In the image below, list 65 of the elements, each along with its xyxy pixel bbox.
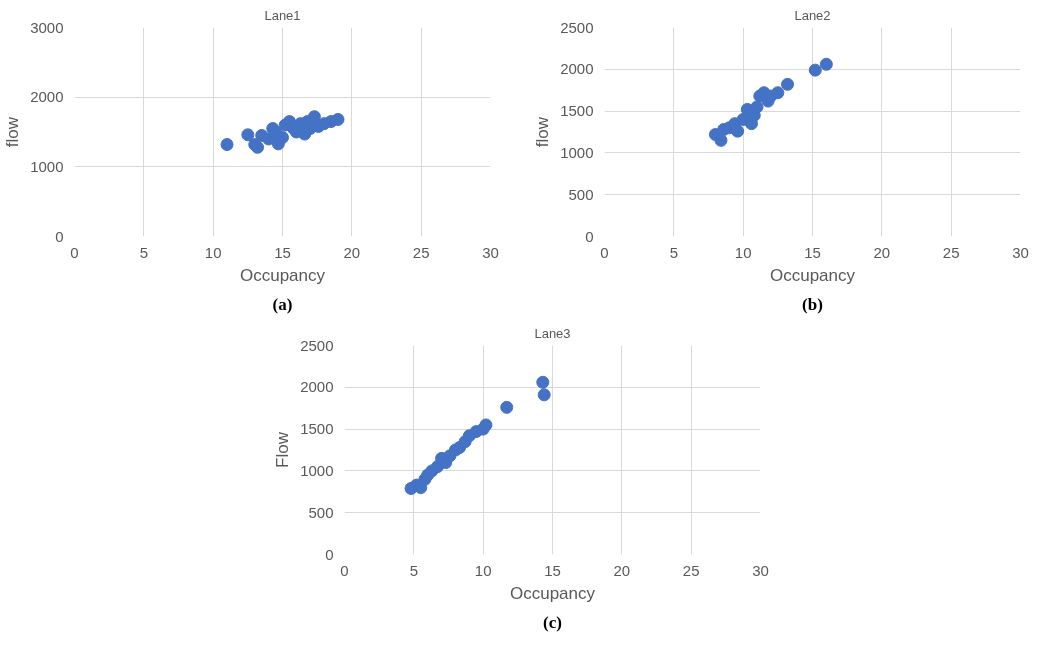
x-tick-label: 0 xyxy=(70,243,79,261)
y-axis-title: flow xyxy=(3,116,23,148)
point xyxy=(500,400,514,414)
x-axis-title: Occupancy xyxy=(769,265,856,285)
y-tick-label: 2000 xyxy=(30,88,64,106)
point xyxy=(331,112,345,126)
x-tick-label: 15 xyxy=(274,243,291,261)
x-tick-label: 10 xyxy=(734,243,752,261)
y-tick-label: 2000 xyxy=(560,60,594,78)
point xyxy=(241,128,255,142)
x-tick-label: 15 xyxy=(804,243,821,261)
x-tick-label: 20 xyxy=(873,243,891,261)
y-tick-label: 1500 xyxy=(300,420,334,438)
y-tick-label: 0 xyxy=(585,227,594,245)
point xyxy=(819,57,833,71)
point xyxy=(731,124,745,138)
chart-title: Lane3 xyxy=(534,325,571,341)
x-tick-label: 10 xyxy=(204,243,222,261)
point xyxy=(714,133,728,147)
x-tick-label: 5 xyxy=(409,561,419,579)
x-tick-label: 0 xyxy=(600,243,609,261)
x-tick-label: 30 xyxy=(752,561,769,579)
y-tick-label: 500 xyxy=(568,185,594,203)
x-tick-label: 30 xyxy=(482,243,499,261)
point xyxy=(536,375,550,389)
y-axis-title: flow xyxy=(533,116,553,148)
point xyxy=(479,418,493,432)
x-axis-title: Occupancy xyxy=(509,583,596,603)
y-tick-label: 2500 xyxy=(560,18,594,36)
x-tick-label: 15 xyxy=(544,561,561,579)
y-tick-label: 500 xyxy=(308,503,334,521)
point xyxy=(537,388,551,402)
x-tick-label: 25 xyxy=(412,243,430,261)
y-axis-title: Flow xyxy=(273,431,293,468)
y-tick-label: 1000 xyxy=(300,461,334,479)
point xyxy=(276,131,289,145)
text: (b) xyxy=(802,294,823,314)
x-tick-label: 0 xyxy=(340,561,349,579)
x-tick-label: 20 xyxy=(343,243,361,261)
x-tick-label: 10 xyxy=(474,561,492,579)
y-tick-label: 3000 xyxy=(30,18,64,36)
y-tick-label: 0 xyxy=(325,545,334,563)
y-tick-label: 1000 xyxy=(30,157,64,175)
x-tick-label: 5 xyxy=(139,243,149,261)
x-tick-label: 25 xyxy=(942,243,960,261)
x-tick-label: 5 xyxy=(669,243,679,261)
point xyxy=(750,100,764,114)
text: (a) xyxy=(272,294,293,314)
point xyxy=(771,86,785,100)
y-tick-label: 2500 xyxy=(300,336,334,354)
y-tick-label: 1500 xyxy=(560,102,594,120)
x-tick-label: 30 xyxy=(1012,243,1029,261)
point xyxy=(307,110,321,124)
point xyxy=(808,63,822,77)
chart-title: Lane2 xyxy=(794,7,831,23)
text: (c) xyxy=(543,612,562,632)
y-tick-label: 0 xyxy=(55,227,64,245)
y-tick-label: 1000 xyxy=(560,143,594,161)
x-tick-label: 25 xyxy=(682,561,700,579)
x-axis-title: Occupancy xyxy=(239,265,326,285)
y-tick-label: 2000 xyxy=(300,378,334,396)
point xyxy=(220,138,234,152)
x-tick-label: 20 xyxy=(613,561,631,579)
chart-title: Lane1 xyxy=(264,7,301,23)
point xyxy=(781,77,795,91)
